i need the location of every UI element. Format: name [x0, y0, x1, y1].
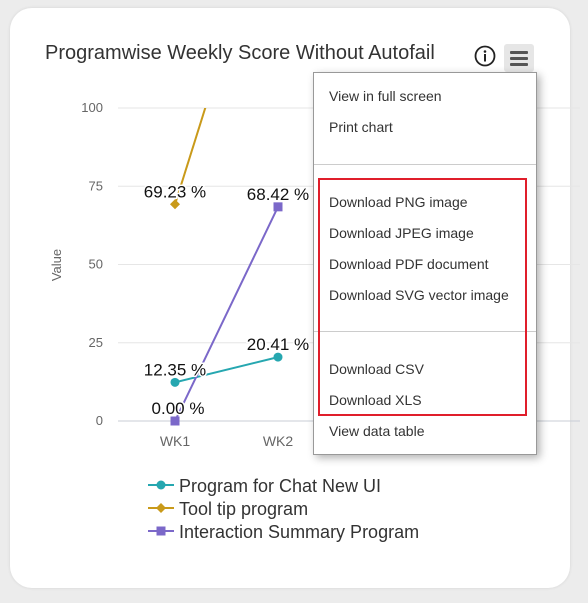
y-tick-label: 0 [96, 413, 103, 428]
menu-item-view-full-screen[interactable]: View in full screen [329, 88, 442, 104]
legend-label: Program for Chat New UI [179, 476, 382, 496]
data-label: 0.00 % [152, 399, 205, 418]
data-label: 69.23 % [144, 182, 206, 201]
series-line [174, 356, 279, 384]
menu-item-download-pdf[interactable]: Download PDF document [329, 256, 489, 272]
y-tick-label: 50 [89, 257, 103, 272]
menu-item-download-svg[interactable]: Download SVG vector image [329, 287, 509, 303]
legend-label: Tool tip program [179, 499, 309, 519]
data-point [170, 377, 180, 387]
info-icon[interactable] [474, 45, 496, 67]
menu-divider [314, 331, 536, 332]
data-label: 68.42 % [247, 185, 309, 204]
menu-item-download-xls[interactable]: Download XLS [329, 392, 422, 408]
menu-bar [510, 63, 528, 66]
export-menu: View in full screen Print chart Download… [313, 72, 537, 455]
data-label: 12.35 % [144, 360, 206, 379]
chart-title: Programwise Weekly Score Without Autofai… [45, 42, 435, 64]
legend-marker-square [148, 526, 174, 536]
series-line [174, 108, 207, 205]
legend-marker-diamond [148, 503, 174, 513]
data-label: 20.41 % [247, 335, 309, 354]
y-tick-label: 100 [81, 100, 103, 115]
data-point [170, 199, 180, 210]
series-line [174, 206, 279, 422]
menu-item-download-csv[interactable]: Download CSV [329, 361, 424, 377]
y-tick-label: 75 [89, 178, 103, 193]
menu-item-download-jpeg[interactable]: Download JPEG image [329, 225, 474, 241]
legend-marker-circle [148, 480, 174, 490]
legend-label: Interaction Summary Program [179, 522, 420, 542]
data-point [273, 352, 283, 362]
menu-item-view-data-table[interactable]: View data table [329, 423, 425, 439]
menu-bar [510, 57, 528, 60]
menu-bar [510, 51, 528, 54]
menu-item-download-png[interactable]: Download PNG image [329, 194, 468, 210]
hamburger-menu-icon[interactable] [504, 44, 534, 72]
data-point [170, 416, 180, 426]
y-tick-label: 25 [89, 335, 103, 350]
menu-item-print-chart[interactable]: Print chart [329, 119, 393, 135]
x-tick-label: WK2 [263, 433, 294, 449]
x-tick-label: WK1 [160, 433, 191, 449]
y-axis-label: Value [49, 249, 64, 281]
data-point [273, 202, 283, 212]
menu-divider [314, 164, 536, 165]
